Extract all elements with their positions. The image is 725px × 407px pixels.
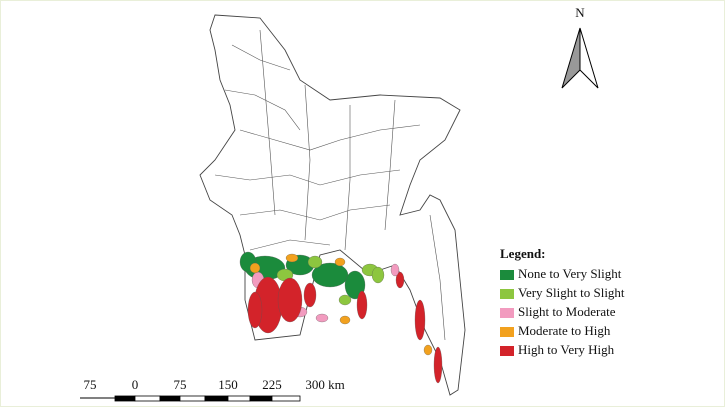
scale-label: 150 xyxy=(218,377,238,392)
scale-segment xyxy=(249,395,273,402)
legend-label: High to Very High xyxy=(518,342,615,357)
legend-swatch xyxy=(500,346,514,356)
legend: Legend: None to Very Slight Very Slight t… xyxy=(500,246,625,357)
erosion-zones xyxy=(239,251,443,384)
zone-patch xyxy=(277,277,303,323)
zone-patch xyxy=(334,257,346,267)
north-label: N xyxy=(575,5,585,20)
zone-patch xyxy=(395,271,405,289)
zone-patch xyxy=(339,315,351,325)
scale-segment xyxy=(227,395,251,402)
zone-patch xyxy=(307,255,323,269)
legend-label: Slight to Moderate xyxy=(518,304,616,319)
legend-label: Very Slight to Slight xyxy=(518,285,625,300)
legend-label: None to Very Slight xyxy=(518,266,622,281)
legend-swatch xyxy=(500,270,514,280)
north-arrow: N xyxy=(561,5,599,89)
zone-patch xyxy=(247,291,263,329)
zone-patch xyxy=(315,313,329,323)
legend-swatch xyxy=(500,308,514,318)
zone-patch xyxy=(338,294,352,306)
zone-patch xyxy=(390,263,400,277)
scale-segment xyxy=(204,395,229,402)
legend-label: Moderate to High xyxy=(518,323,611,338)
district-boundaries xyxy=(214,29,446,341)
zone-patch xyxy=(414,299,426,341)
zone-patch xyxy=(249,262,261,274)
scale-bar: 75 0 75 150 225 300 km xyxy=(80,377,345,402)
scale-label: 75 xyxy=(84,377,97,392)
scale-label: 75 xyxy=(174,377,187,392)
zone-patch xyxy=(423,344,433,356)
scale-segment xyxy=(271,395,301,402)
zone-patch xyxy=(303,282,317,308)
scale-segment xyxy=(114,395,136,402)
scale-label: 225 xyxy=(262,377,282,392)
scale-label: 0 xyxy=(132,377,139,392)
legend-swatch xyxy=(500,327,514,337)
arrow-right xyxy=(579,27,599,89)
zone-patch xyxy=(285,253,299,263)
zone-patch xyxy=(371,266,385,284)
scale-label: 300 km xyxy=(305,377,344,392)
legend-title: Legend: xyxy=(500,246,546,261)
legend-swatch xyxy=(500,289,514,299)
zone-patch xyxy=(433,346,443,384)
scale-segment xyxy=(159,395,181,402)
zone-patch xyxy=(356,290,368,320)
scale-segment xyxy=(179,395,206,402)
scale-segment xyxy=(134,395,161,402)
